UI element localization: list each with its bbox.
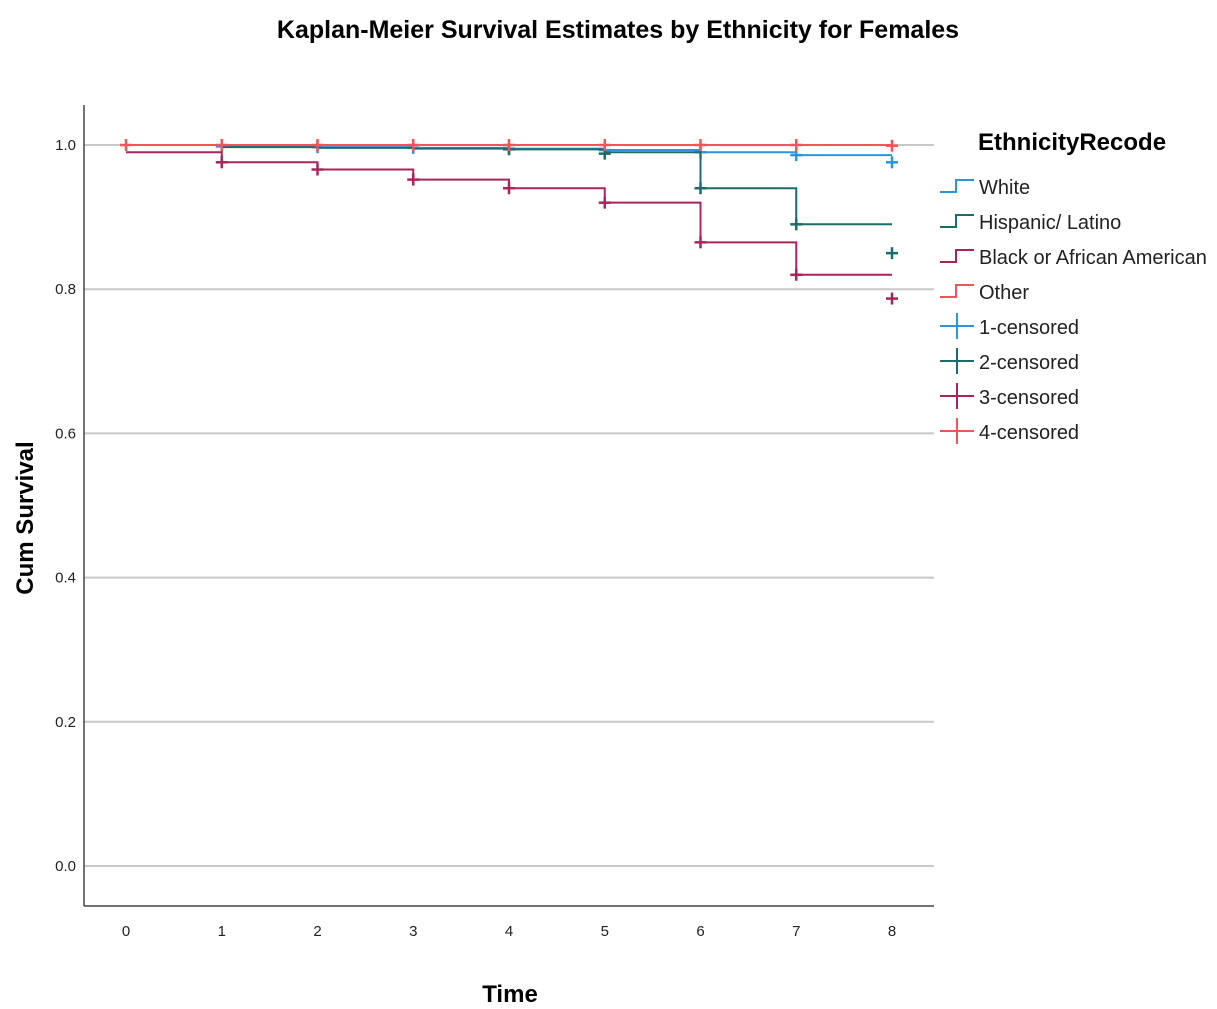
axis-layer: 0.0 0.2 0.4 0.6 0.8 1.0 0 1 2 3 4 5 6 7 8 xyxy=(55,105,934,940)
y-axis-title: Cum Survival xyxy=(12,441,39,594)
legend-label: 4-censored xyxy=(979,422,1079,444)
y-tick-label: 0.0 xyxy=(55,858,76,875)
legend-item: Black or African American xyxy=(940,247,1207,269)
chart-title: Kaplan-Meier Survival Estimates by Ethni… xyxy=(277,16,959,44)
legend-item: Hispanic/ Latino xyxy=(940,212,1121,234)
censor-mark-black-or-african-american xyxy=(215,156,228,169)
x-tick-label: 5 xyxy=(601,923,609,940)
y-tick-label: 0.4 xyxy=(55,570,76,587)
legend-swatch-cross xyxy=(940,313,974,339)
legend-item: 3-censored xyxy=(940,383,1079,409)
x-tick-label: 4 xyxy=(505,923,513,940)
y-tick-label: 0.6 xyxy=(55,425,76,442)
legend-label: 1-censored xyxy=(979,317,1079,339)
series-layer xyxy=(120,139,898,305)
legend-swatch-cross xyxy=(940,418,974,444)
censor-mark-other xyxy=(503,139,515,151)
legend-item: 2-censored xyxy=(940,348,1079,374)
legend: EthnicityRecode White Hispanic/ Latino Bla… xyxy=(940,129,1207,444)
censor-mark-hispanic-latino xyxy=(694,182,707,195)
x-tick-label: 7 xyxy=(792,923,800,940)
censor-mark-other xyxy=(407,139,420,151)
censor-mark-black-or-african-american xyxy=(790,268,803,281)
legend-swatch-cross xyxy=(940,348,974,374)
x-tick-label: 2 xyxy=(313,923,321,940)
legend-label: Other xyxy=(979,282,1029,304)
legend-swatch-step xyxy=(940,249,974,263)
censor-mark-black-or-african-american xyxy=(407,173,420,186)
x-tick-label: 8 xyxy=(888,923,896,940)
censor-mark-other xyxy=(120,139,132,151)
censor-mark-black-or-african-american xyxy=(694,236,707,249)
legend-label: 3-censored xyxy=(979,387,1079,409)
censor-mark-other xyxy=(790,139,803,151)
legend-swatch-step xyxy=(940,214,974,228)
x-tick-label: 0 xyxy=(122,923,130,940)
series-line-black-or-african-american xyxy=(126,151,892,276)
legend-label: Hispanic/ Latino xyxy=(979,212,1121,234)
legend-label: Black or African American xyxy=(979,247,1207,269)
legend-swatch-step xyxy=(940,284,974,298)
legend-item: 4-censored xyxy=(940,418,1079,444)
x-tick-label: 3 xyxy=(409,923,417,940)
y-tick-label: 0.8 xyxy=(55,281,76,298)
y-tick-label: 1.0 xyxy=(55,137,76,154)
censor-mark-other xyxy=(311,139,324,151)
censor-mark-black-or-african-american xyxy=(503,182,515,195)
y-tick-label: 0.2 xyxy=(55,714,76,731)
censor-mark-hispanic-latino xyxy=(886,247,898,260)
censor-mark-other xyxy=(886,139,898,152)
legend-title: EthnicityRecode xyxy=(978,129,1166,156)
x-tick-label: 6 xyxy=(696,923,704,940)
censor-mark-black-or-african-american xyxy=(311,163,324,176)
legend-item: White xyxy=(940,177,1030,199)
legend-item: Other xyxy=(940,282,1029,304)
grid-layer xyxy=(84,144,934,867)
legend-label: White xyxy=(979,177,1030,199)
censor-mark-white xyxy=(790,149,803,162)
legend-swatch-step xyxy=(940,179,974,193)
censor-mark-hispanic-latino xyxy=(790,218,803,231)
x-axis-title: Time xyxy=(482,981,538,1008)
legend-item: 1-censored xyxy=(940,313,1079,339)
censor-mark-black-or-african-american xyxy=(598,196,611,209)
censor-mark-other xyxy=(215,139,228,151)
legend-swatch-cross xyxy=(940,383,974,409)
censor-mark-other xyxy=(694,139,707,151)
legend-label: 2-censored xyxy=(979,352,1079,374)
censor-mark-black-or-african-american xyxy=(886,292,898,305)
x-tick-label: 1 xyxy=(218,923,226,940)
censor-mark-white xyxy=(886,156,898,169)
censor-mark-other xyxy=(598,139,611,151)
